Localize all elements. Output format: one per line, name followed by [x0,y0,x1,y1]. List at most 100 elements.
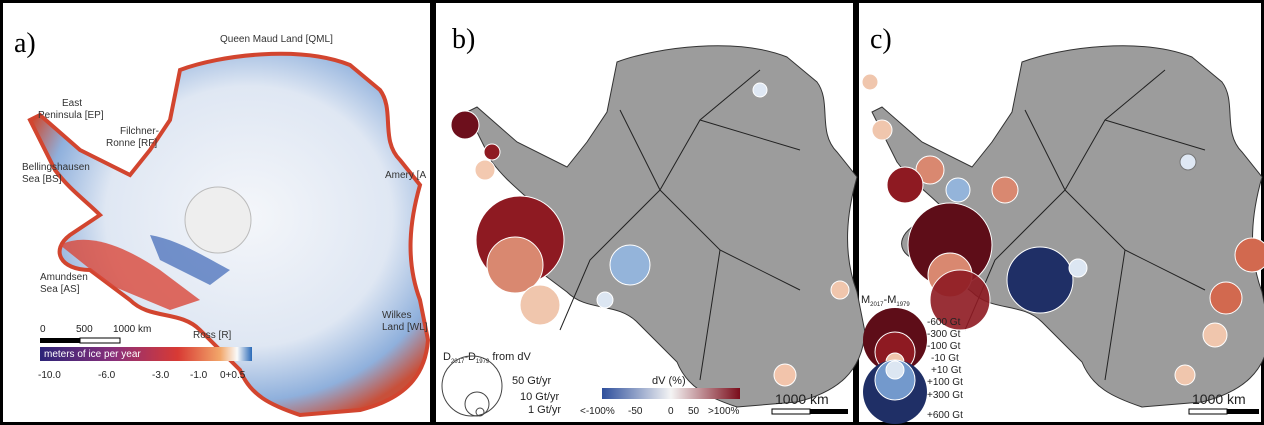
legend-title-part: 2017 [870,302,884,308]
legend-label: +10 Gt [931,365,962,376]
circle [596,291,614,309]
region-label: East [62,98,82,109]
legend-label: -100 Gt [927,341,961,352]
legend-title-part: -M [884,294,897,306]
region-label: Sea [BS] [22,174,62,185]
circle [450,110,480,140]
panel-label: c) [870,24,892,55]
colorbar-title: dV (%) [652,375,686,387]
legend-label: -600 Gt [927,317,961,328]
legend-circle [441,355,503,417]
circle [830,280,850,300]
colorbar-tick: -10.0 [38,370,61,381]
panel-c: c) M2017-M1979 -600 Gt -300 Gt -100 Gt -… [861,24,1264,424]
region-label: Amundsen [40,272,88,283]
region-label: Amery [A [385,170,426,181]
scale-label: 0 [40,324,46,335]
colorbar [602,388,740,399]
scale-label: 1000 km [113,324,151,335]
circle [1174,364,1196,386]
circle [483,143,501,161]
legend-circle [464,391,490,417]
legend-title-part: 1979 [476,359,490,365]
scale-bar [79,337,121,344]
circle [861,73,879,91]
circle [773,363,797,387]
circle [609,244,651,286]
colorbar-tick: <-100% [580,406,615,417]
circle [474,159,496,181]
panel-b: b) D2017-D1979 from dV 50 Gt/yr 10 Gt/yr… [441,24,866,417]
scale-label: 1000 km [1192,391,1246,407]
legend-title: D2017-D1979 from dV [443,351,532,365]
colorbar-tick: 0+0.5 [220,370,246,381]
map-patch [150,235,230,285]
colorbar-tick: -50 [628,406,643,417]
colorbar-tick: -3.0 [152,370,170,381]
pole-hole [184,186,252,254]
circle [991,176,1019,204]
circle [1209,281,1243,315]
legend-label: +600 Gt [927,410,963,421]
colorbar-tick: 50 [688,406,700,417]
legend-title-part: 2017 [451,359,465,365]
legend-label: 50 Gt/yr [512,375,551,387]
map-patch [60,239,200,310]
scale-bar [1188,408,1228,415]
circle [1179,153,1197,171]
region-label: Ronne [RF] [106,138,157,149]
legend-label: -10 Gt [931,353,959,364]
legend-label: 10 Gt/yr [520,391,559,403]
colorbar-tick: -6.0 [98,370,116,381]
scale-bar [40,338,80,343]
region-label: Peninsula [EP] [38,110,104,121]
legend-title-part: 1979 [896,302,910,308]
colorbar-tick: >100% [708,406,740,417]
legend-title: M2017-M1979 [861,294,910,308]
region-label: Filchner- [120,126,159,137]
legend-title-part: -D [464,351,476,363]
basin-circles [861,73,1264,386]
legend-label: +100 Gt [927,377,963,388]
region-label: Queen Maud Land [QML] [220,34,333,45]
circle [1202,322,1228,348]
circle [519,284,561,326]
drainage-divides [559,69,801,381]
colorbar-tick: -1.0 [190,370,208,381]
circle [1006,246,1074,314]
colorbar [40,347,252,361]
circle [945,177,971,203]
colorbar-title: meters of ice per year [44,349,141,360]
circle [486,236,544,294]
panel-label: a) [14,28,36,59]
colorbar-tick: 0 [668,406,674,417]
scale-bar [810,409,848,414]
region-label: Sea [AS] [40,284,80,295]
region-label: Land [WL] [382,322,428,333]
circle [929,269,991,331]
border [0,0,433,425]
legend-circle [874,359,916,401]
basin-circles [450,82,850,387]
legend-label: 1 Gt/yr [528,404,561,416]
drainage-divides [964,69,1206,381]
legend-label: -300 Gt [927,329,961,340]
border [433,0,856,425]
legend-circle [475,407,485,417]
circle [886,166,924,204]
region-label: Bellingshausen [22,162,90,173]
scale-bar [771,408,811,415]
circle [871,119,893,141]
scale-label: 1000 km [775,391,829,407]
circle [915,155,945,185]
panel-label: b) [452,24,475,55]
legend-title-part: D [443,351,451,363]
region-label: Ross [R] [193,330,232,341]
panel-a: a) Queen Maud Land [QML] East Peninsula … [14,28,430,418]
legend-title-part: M [861,294,870,306]
border [856,0,1264,425]
circle [1068,258,1088,278]
circle [752,82,768,98]
